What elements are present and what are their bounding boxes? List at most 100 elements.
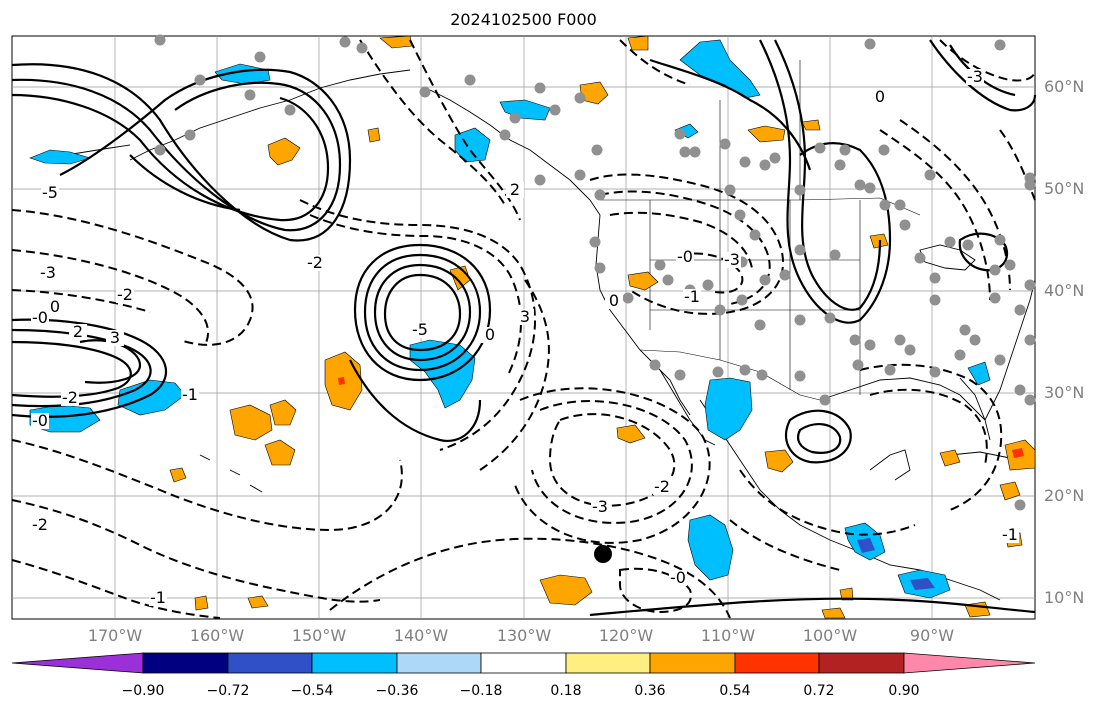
contour-label: 0	[875, 87, 885, 106]
pos-region	[627, 35, 649, 51]
station-dot	[499, 129, 511, 141]
deep-neg-region	[910, 578, 935, 590]
contour-label: -1	[182, 385, 198, 404]
station-dot	[154, 144, 166, 156]
east-coast	[984, 279, 1036, 421]
station-dot	[954, 349, 966, 361]
contour-solid	[363, 253, 482, 372]
contour-dashed	[11, 249, 210, 346]
contour-dashed	[11, 289, 151, 313]
station-dot	[754, 319, 766, 331]
baja-peninsula	[659, 369, 716, 446]
contour-dashed	[514, 387, 711, 544]
station-dot	[244, 89, 256, 101]
pos-region	[627, 271, 659, 291]
contour-dashed	[309, 214, 522, 376]
pos-region	[267, 137, 301, 166]
deep-neg-region	[857, 538, 875, 553]
station-dot	[759, 159, 771, 171]
lon-tick-label: 120°W	[598, 626, 654, 645]
us-mexico-border	[639, 349, 821, 401]
colorbar-tick-label: 0.54	[719, 683, 751, 699]
colorbar	[11, 652, 1036, 674]
colorbar-segment	[311, 652, 398, 674]
pos-region	[269, 399, 297, 426]
contour-dashed	[11, 499, 381, 603]
station-dot	[339, 36, 351, 48]
station-dot	[864, 38, 876, 50]
contour-label: -0	[32, 308, 48, 327]
contour-label-bg	[516, 309, 534, 325]
contour-label-bg	[39, 265, 57, 281]
contour-solid	[79, 339, 142, 384]
contour-label-bg	[149, 590, 167, 606]
contour-label: 2	[73, 322, 83, 341]
contour-label: 0	[485, 325, 495, 344]
lon-tick-label: 90°W	[909, 626, 955, 645]
colorbar-tick-label: −0.36	[375, 683, 419, 699]
contour-label-bg	[46, 299, 64, 315]
station-dot	[1014, 384, 1026, 396]
station-dot	[194, 74, 206, 86]
contour-dashed	[359, 39, 506, 206]
lon-tick-label: 100°W	[802, 626, 858, 645]
state-line-7	[719, 60, 801, 200]
station-dot	[849, 334, 861, 346]
station-dot	[1004, 259, 1016, 271]
contour-solid	[11, 78, 342, 232]
station-dot	[756, 369, 768, 381]
station-dot	[594, 189, 606, 201]
station-dot	[534, 174, 546, 186]
station-dot	[878, 144, 890, 156]
strong-pos-region	[338, 377, 345, 385]
station-dot	[824, 312, 836, 324]
contour-solid	[589, 597, 1036, 617]
station-dot	[649, 359, 661, 371]
contour-label: -2	[654, 477, 670, 496]
station-dot	[864, 339, 876, 351]
contour-dashed	[11, 439, 403, 532]
station-dot	[1014, 499, 1026, 511]
contour-solid	[759, 39, 892, 324]
contour-label-bg	[966, 69, 984, 85]
contour-dashed	[879, 129, 991, 301]
colorbar-min-arrow	[11, 652, 144, 674]
contour-label-bg	[481, 327, 499, 343]
lat-tick-label: 20°N	[1044, 486, 1085, 505]
contour-solid	[784, 409, 852, 464]
strong-pos-region	[1012, 448, 1024, 458]
contour-label-bg	[1001, 527, 1019, 543]
colorbar-tick-label: −0.72	[206, 683, 250, 699]
station-dot	[769, 152, 781, 164]
contour-dashed	[729, 519, 841, 571]
station-dot	[834, 159, 846, 171]
alaska-coast	[129, 69, 411, 161]
station-dot	[994, 354, 1006, 366]
neg-region	[454, 127, 491, 163]
station-dot	[284, 104, 296, 116]
pos-region	[229, 404, 273, 441]
contour-label: -0	[670, 568, 686, 587]
station-dot	[854, 179, 866, 191]
station-dot	[749, 229, 761, 241]
contour-label-bg	[31, 310, 49, 326]
station-dot	[356, 42, 368, 54]
station-dot	[574, 169, 586, 181]
contour-dashed	[679, 252, 744, 294]
contour-label: 0	[609, 291, 619, 310]
contour-label: -2	[32, 515, 48, 534]
map-frame	[11, 35, 1036, 620]
station-dot	[1024, 394, 1036, 406]
contour-solid	[649, 58, 812, 171]
neg-region	[704, 377, 753, 441]
station-dot	[794, 184, 806, 196]
station-dot	[509, 112, 521, 124]
deep-negative-regions	[857, 538, 935, 590]
mexico-coast	[699, 399, 1001, 601]
contour-dashed	[479, 279, 550, 471]
colorbar-segment	[734, 652, 820, 674]
colorbar-segment	[480, 652, 567, 674]
neg-region	[687, 514, 734, 581]
contour-label: -5	[42, 183, 58, 202]
florida	[959, 377, 991, 441]
